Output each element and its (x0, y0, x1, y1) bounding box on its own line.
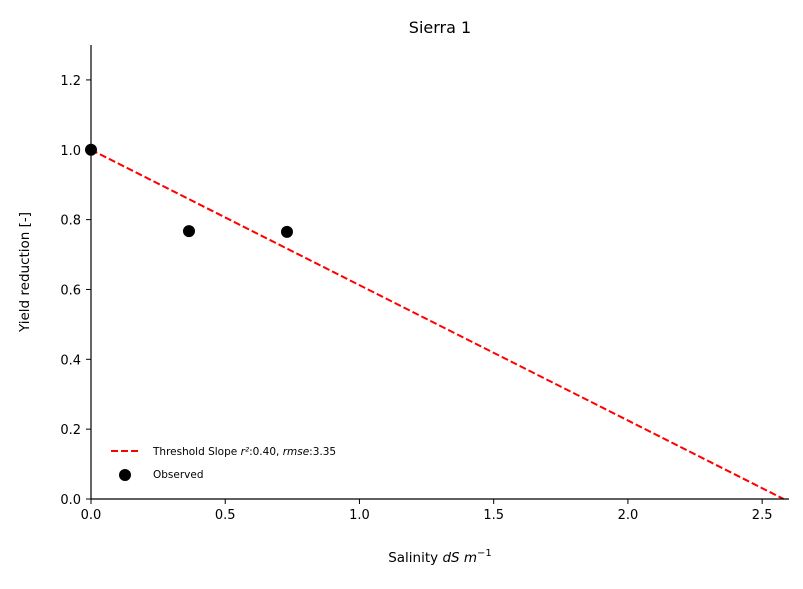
x-tick-label: 2.0 (618, 508, 639, 523)
y-ticks: 0.0 0.2 0.4 0.6 0.8 1.0 1.2 (60, 74, 91, 508)
x-tick-label: 0.5 (215, 508, 236, 523)
x-axis-title: Salinity dS m−1 (388, 548, 492, 566)
legend: Threshold Slope r²:0.40, rmse:3.35 Obser… (111, 446, 336, 481)
legend-label-r2-value: :0.40, (249, 446, 283, 458)
legend-marker-swatch (119, 469, 131, 481)
legend-label-observed: Observed (153, 469, 204, 481)
x-axis-title-prefix: Salinity (388, 550, 442, 566)
y-tick-label: 0.2 (60, 423, 81, 438)
y-tick-label: 0.6 (60, 283, 81, 298)
legend-label-r2: r² (241, 446, 250, 458)
x-ticks: 0.0 0.5 1.0 1.5 2.0 2.5 (81, 499, 773, 523)
y-tick-label: 0.8 (60, 214, 81, 229)
y-tick-label: 0.0 (60, 493, 81, 508)
x-axis-title-unit: dS m (442, 550, 477, 566)
x-tick-label: 2.5 (752, 508, 773, 523)
data-point-observed (280, 225, 293, 238)
x-axis-title-exponent: −1 (477, 548, 492, 559)
y-axis-title: Yield reduction [-] (17, 212, 33, 333)
chart-title: Sierra 1 (409, 18, 471, 37)
plot-area (85, 143, 785, 500)
legend-label-prefix: Threshold Slope (152, 446, 241, 458)
x-tick-label: 1.5 (483, 508, 504, 523)
legend-label-threshold-slope: Threshold Slope r²:0.40, rmse:3.35 (152, 446, 336, 458)
legend-label-rmse: rmse (283, 446, 309, 458)
y-tick-label: 0.4 (60, 353, 81, 368)
y-tick-label: 1.2 (60, 74, 81, 89)
axes (90, 45, 789, 500)
y-tick-label: 1.0 (60, 144, 81, 159)
legend-label-rmse-value: :3.35 (309, 446, 336, 458)
x-tick-label: 0.0 (81, 508, 102, 523)
series-line-threshold-slope (90, 148, 785, 500)
x-tick-label: 1.0 (349, 508, 370, 523)
data-point-observed (182, 225, 195, 238)
